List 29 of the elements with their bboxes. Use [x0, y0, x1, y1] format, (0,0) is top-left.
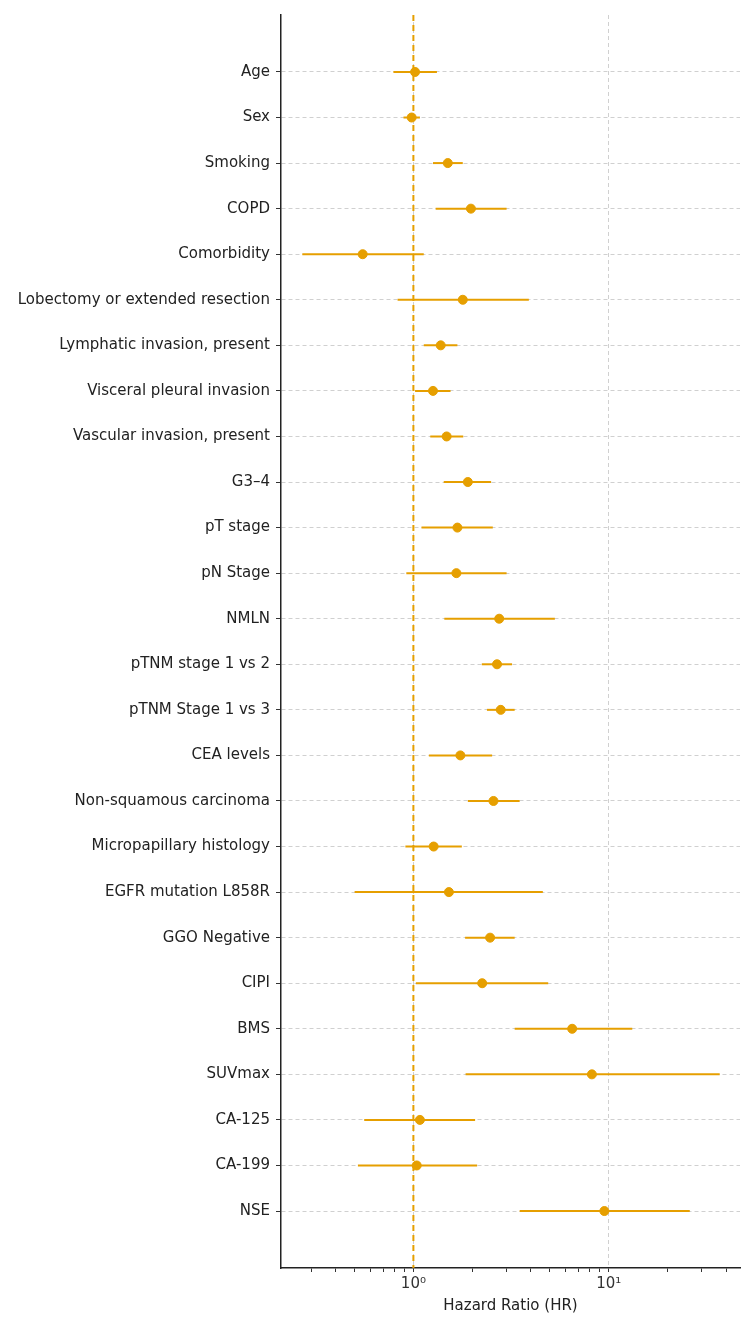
- x-axis-title: Hazard Ratio (HR): [443, 1295, 578, 1314]
- y-tick-label: COPD: [227, 198, 270, 217]
- y-tick-label: NSE: [239, 1200, 270, 1219]
- y-tick-label: Vascular invasion, present: [72, 426, 271, 445]
- y-tick-label: CIPI: [241, 973, 270, 992]
- y-tick-label: CEA levels: [191, 745, 271, 764]
- y-tick-label: BMS: [237, 1018, 270, 1037]
- y-tick-label: EGFR mutation L858R: [104, 881, 270, 900]
- y-tick-label: Micropapillary histology: [91, 836, 271, 855]
- x-tick-label: 10¹: [596, 1273, 622, 1292]
- y-tick-label: G3–4: [231, 471, 270, 490]
- y-tick-label: Lymphatic invasion, present: [59, 335, 271, 354]
- y-tick-label: CA-125: [215, 1109, 270, 1128]
- y-tick-label: pTNM Stage 1 vs 3: [128, 699, 270, 718]
- y-tick-label: SUVmax: [206, 1064, 271, 1083]
- y-tick-label: Comorbidity: [178, 244, 271, 263]
- y-tick-label: NMLN: [226, 608, 270, 627]
- y-tick-label: pTNM stage 1 vs 2: [130, 654, 270, 673]
- y-tick-label: pN Stage: [201, 563, 270, 582]
- y-tick-label: Sex: [242, 107, 271, 126]
- y-tick-label: Age: [240, 61, 270, 80]
- y-tick-label: Visceral pleural invasion: [87, 380, 270, 399]
- y-tick-label: GGO Negative: [162, 927, 270, 946]
- y-tick-label: CA-199: [215, 1155, 270, 1174]
- x-tick-label: 10⁰: [400, 1273, 426, 1292]
- y-tick-label: Lobectomy or extended resection: [17, 289, 270, 308]
- y-tick-label: Smoking: [204, 152, 270, 171]
- y-tick-label: Non-squamous carcinoma: [74, 790, 270, 809]
- y-tick-label: pT stage: [204, 517, 270, 536]
